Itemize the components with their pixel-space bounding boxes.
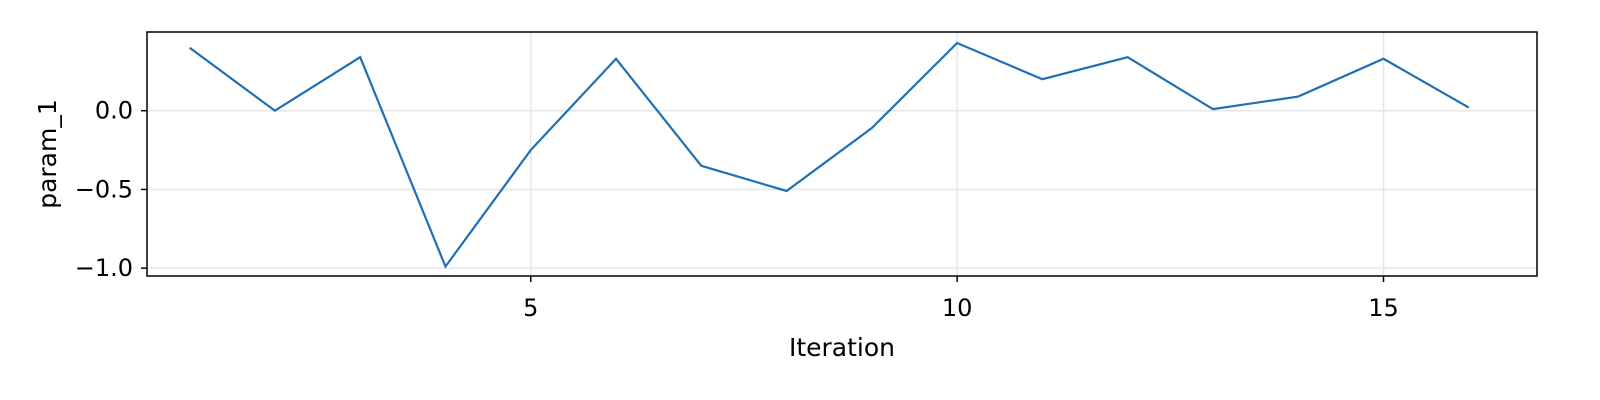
x-tick-label: 5 — [523, 294, 538, 322]
x-axis: 5 10 15 — [523, 276, 1399, 322]
x-axis-label: Iteration — [789, 333, 895, 362]
x-tick-label: 15 — [1368, 294, 1399, 322]
y-tick-label: −1.0 — [75, 254, 133, 282]
plot-frame — [146, 31, 1538, 277]
y-tick-label: −0.5 — [75, 175, 133, 203]
series-line — [188, 41, 1470, 269]
series-layer — [188, 41, 1470, 269]
grid — [147, 32, 1537, 276]
y-axis: 0.0 −0.5 −1.0 — [75, 97, 147, 282]
x-tick-label: 10 — [942, 294, 973, 322]
y-axis-label: param_1 — [33, 99, 62, 209]
y-tick-label: 0.0 — [95, 97, 133, 125]
